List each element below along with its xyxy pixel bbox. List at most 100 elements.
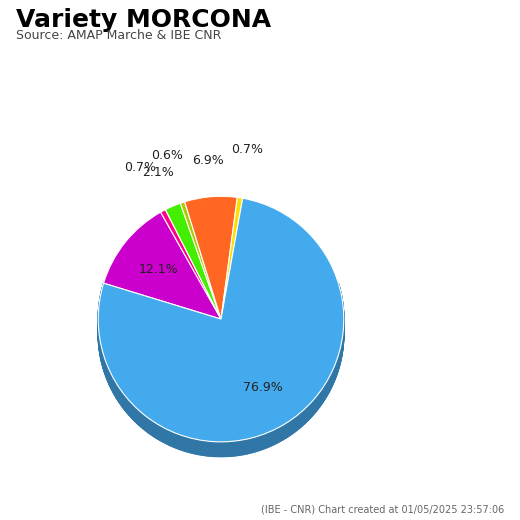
Polygon shape [180, 435, 181, 450]
Polygon shape [297, 414, 298, 430]
Polygon shape [249, 438, 250, 453]
Polygon shape [231, 441, 232, 456]
Polygon shape [124, 395, 125, 410]
Polygon shape [248, 439, 249, 454]
Polygon shape [140, 411, 141, 427]
Polygon shape [288, 422, 289, 437]
Polygon shape [311, 401, 312, 417]
Polygon shape [200, 440, 201, 455]
Polygon shape [325, 383, 326, 399]
Polygon shape [136, 408, 137, 423]
Polygon shape [216, 442, 217, 457]
Polygon shape [289, 421, 290, 436]
Polygon shape [132, 404, 133, 420]
Text: 0.7%: 0.7% [124, 161, 156, 174]
Polygon shape [138, 410, 139, 425]
Polygon shape [135, 407, 136, 422]
Polygon shape [192, 438, 193, 453]
Polygon shape [152, 421, 153, 436]
Polygon shape [222, 442, 223, 457]
Polygon shape [235, 441, 236, 456]
Polygon shape [214, 441, 215, 457]
Polygon shape [287, 422, 288, 437]
Polygon shape [272, 430, 274, 445]
Polygon shape [310, 403, 311, 419]
Polygon shape [262, 435, 263, 450]
Polygon shape [197, 439, 198, 454]
Polygon shape [251, 438, 252, 453]
Polygon shape [185, 436, 186, 451]
Polygon shape [328, 379, 329, 394]
Polygon shape [253, 437, 254, 452]
Polygon shape [266, 433, 267, 448]
Polygon shape [270, 431, 271, 447]
Polygon shape [301, 412, 302, 427]
Polygon shape [133, 405, 134, 420]
Polygon shape [295, 417, 296, 432]
Polygon shape [299, 413, 300, 428]
Polygon shape [160, 426, 161, 441]
Polygon shape [228, 441, 229, 457]
Polygon shape [269, 432, 270, 447]
Polygon shape [258, 436, 259, 451]
Polygon shape [276, 428, 277, 444]
Polygon shape [168, 430, 170, 445]
Polygon shape [257, 436, 258, 451]
Polygon shape [147, 417, 148, 432]
Polygon shape [215, 441, 216, 457]
Polygon shape [225, 442, 226, 457]
Polygon shape [277, 428, 278, 443]
Polygon shape [209, 441, 210, 456]
Polygon shape [302, 410, 303, 426]
Polygon shape [144, 415, 145, 430]
Polygon shape [264, 434, 265, 449]
Polygon shape [193, 438, 194, 453]
Polygon shape [114, 380, 115, 396]
Polygon shape [268, 432, 269, 447]
Polygon shape [279, 426, 280, 442]
Polygon shape [173, 432, 174, 447]
Polygon shape [181, 435, 183, 450]
Polygon shape [223, 442, 224, 457]
Polygon shape [149, 419, 150, 434]
Polygon shape [327, 380, 328, 395]
Polygon shape [309, 404, 310, 419]
Polygon shape [321, 388, 322, 404]
Polygon shape [282, 425, 283, 440]
Polygon shape [290, 420, 291, 435]
Polygon shape [129, 401, 130, 416]
Polygon shape [172, 432, 173, 447]
Polygon shape [322, 388, 323, 404]
Polygon shape [211, 441, 212, 456]
Polygon shape [179, 435, 180, 450]
Polygon shape [188, 437, 189, 452]
Polygon shape [131, 402, 132, 418]
Polygon shape [252, 438, 253, 453]
Polygon shape [116, 383, 117, 399]
Polygon shape [199, 440, 200, 455]
Polygon shape [217, 442, 218, 457]
Polygon shape [250, 438, 251, 453]
Polygon shape [233, 441, 235, 456]
Polygon shape [291, 419, 292, 435]
Text: 0.6%: 0.6% [151, 149, 183, 162]
Polygon shape [196, 439, 197, 454]
Polygon shape [285, 423, 286, 438]
Polygon shape [198, 440, 199, 454]
Polygon shape [246, 439, 248, 454]
Polygon shape [307, 406, 308, 421]
Polygon shape [146, 416, 147, 432]
Polygon shape [263, 434, 264, 449]
Polygon shape [318, 393, 319, 409]
Wedge shape [98, 198, 344, 442]
Polygon shape [183, 436, 184, 451]
Polygon shape [271, 431, 272, 446]
Polygon shape [158, 424, 159, 440]
Polygon shape [177, 434, 178, 449]
Polygon shape [195, 439, 196, 454]
Polygon shape [236, 441, 237, 456]
Polygon shape [142, 413, 143, 429]
Polygon shape [120, 389, 121, 405]
Polygon shape [314, 398, 315, 413]
Wedge shape [180, 202, 221, 319]
